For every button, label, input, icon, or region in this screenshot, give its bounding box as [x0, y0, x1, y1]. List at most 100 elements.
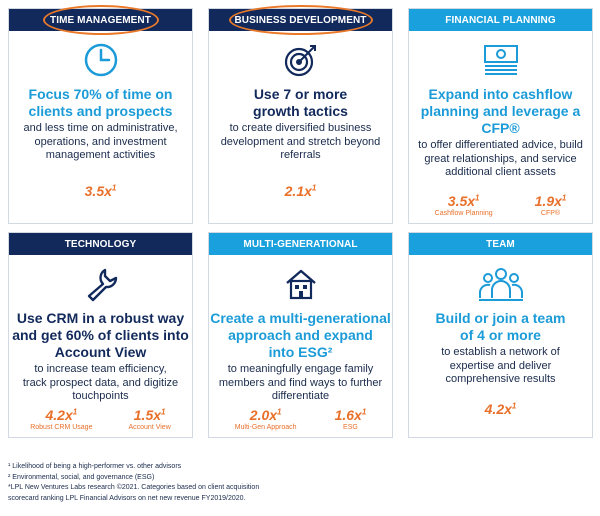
body-line: development and stretch beyond [220, 135, 381, 148]
card-headline: Expand into cashflow planning and levera… [409, 86, 592, 137]
metrics: 4.2x1 Robust CRM Usage 1.5x1 Account Vie… [9, 407, 192, 431]
footnote: scorecard ranking LPL Financial Advisors… [8, 494, 246, 502]
card-technology: TECHNOLOGY Use CRM in a robust way and g… [8, 232, 193, 438]
body-line: and less time on administrative, [23, 122, 178, 134]
card-multi-generational: MULTI-GENERATIONAL Create a multi-genera… [208, 232, 393, 438]
headline-line: Create a multi-generational [210, 310, 391, 326]
card-body: and less time on administrative, operati… [9, 122, 192, 163]
headline-line: of 4 or more [460, 327, 541, 343]
card-header: TIME MANAGEMENT [9, 9, 192, 31]
metric-value: 4.2x1 [45, 407, 78, 423]
card-header-label: FINANCIAL PLANNING [445, 14, 556, 26]
footnote: ¹ Likelihood of being a high-performer v… [8, 463, 182, 470]
card-headline: Create a multi-generational approach and… [209, 310, 392, 361]
body-line: to meaningfully engage family [227, 363, 374, 375]
card-body: to establish a network of expertise and … [409, 346, 592, 387]
body-line: additional client assets [445, 166, 556, 178]
wrench-icon [9, 262, 192, 306]
metric: 4.2x1 Robust CRM Usage [30, 407, 92, 431]
metric-value: 4.2x1 [484, 401, 517, 417]
metric: 2.0x1 Multi-Gen Approach [235, 407, 297, 431]
metric-label: ESG [343, 424, 358, 431]
card-headline: Focus 70% of time on clients and prospec… [9, 86, 192, 120]
footnote: *LPL New Ventures Labs research ©2021. C… [8, 484, 260, 491]
card-header-label: TEAM [486, 238, 515, 250]
headline-line: and get 60% of clients into [12, 327, 189, 343]
headline-line: Expand into cashflow [428, 86, 573, 102]
headline-line: approach and expand [228, 327, 373, 343]
metric-label: CFP® [540, 210, 561, 217]
card-headline: Use 7 or more growth tactics [209, 86, 392, 120]
body-line: touchpoints [72, 390, 129, 402]
metric-label: Robust CRM Usage [30, 424, 93, 431]
card-body: to create diversified business developme… [209, 122, 392, 163]
body-line: to create diversified business [229, 122, 372, 134]
metric-label: Cashflow Planning [434, 210, 493, 217]
house-icon [209, 262, 392, 306]
card-header-label: MULTI-GENERATIONAL [243, 238, 358, 250]
headline-line: Build or join a team [435, 310, 566, 326]
people-icon [409, 262, 592, 306]
card-header-label: TECHNOLOGY [64, 238, 137, 250]
body-line: expertise and deliver [449, 359, 552, 372]
headline-line: Use CRM in a robust way [16, 310, 185, 326]
metric-value: 2.1x1 [284, 183, 317, 199]
card-body: to increase team efficiency, track prosp… [9, 363, 192, 404]
footnotes: ¹ Likelihood of being a high-performer v… [8, 462, 588, 504]
clock-icon [9, 38, 192, 82]
card-headline: Build or join a team of 4 or more [409, 310, 592, 344]
metric-value: 1.5x1 [133, 407, 166, 423]
card-body: to offer differentiated advice, build gr… [409, 139, 592, 180]
headline-line: Use 7 or more [253, 86, 348, 102]
card-business-development: BUSINESS DEVELOPMENT Use 7 or more growt… [208, 8, 393, 224]
headline-line: Account View [54, 344, 147, 360]
metric: 1.5x1 Account View [128, 407, 170, 431]
body-line: track prospect data, and digitize [22, 376, 179, 389]
card-header: TEAM [409, 233, 592, 255]
body-line: operations, and investment [34, 135, 167, 148]
metric: 3.5x1 [85, 183, 117, 199]
metrics: 2.0x1 Multi-Gen Approach 1.6x1 ESG [209, 407, 392, 431]
card-team: TEAM Build or join a team of 4 or more t… [408, 232, 593, 438]
card-header-label: TIME MANAGEMENT [50, 14, 151, 26]
card-body: to meaningfully engage family members an… [209, 363, 392, 404]
headline-line: Focus 70% of time on [28, 86, 173, 102]
card-header: FINANCIAL PLANNING [409, 9, 592, 31]
body-line: referrals [280, 149, 321, 161]
metrics: 4.2x1 [409, 401, 592, 417]
metrics: 2.1x1 [209, 183, 392, 199]
body-line: members and find ways to further [218, 376, 383, 389]
metric-value: 2.0x1 [249, 407, 282, 423]
metric: 3.5x1 Cashflow Planning [435, 193, 493, 217]
metric: 1.6x1 ESG [335, 407, 367, 431]
body-line: comprehensive results [445, 373, 556, 385]
card-headline: Use CRM in a robust way and get 60% of c… [9, 310, 192, 361]
cash-icon [409, 38, 592, 82]
card-financial-planning: FINANCIAL PLANNING Expand into cashflow … [408, 8, 593, 224]
metric: 1.9x1 CFP® [535, 193, 567, 217]
body-line: to increase team efficiency, [34, 363, 167, 375]
metric-value: 1.9x1 [534, 193, 567, 209]
metric-value: 3.5x1 [447, 193, 480, 209]
card-header-label: BUSINESS DEVELOPMENT [234, 14, 367, 26]
metric: 2.1x1 [285, 183, 317, 199]
body-line: differentiate [271, 390, 330, 402]
headline-line: planning and leverage a CFP® [420, 103, 581, 136]
headline-line: into ESG² [268, 344, 333, 360]
card-header: MULTI-GENERATIONAL [209, 233, 392, 255]
target-icon [209, 38, 392, 82]
headline-line: growth tactics [253, 103, 348, 119]
card-header: TECHNOLOGY [9, 233, 192, 255]
metric: 4.2x1 [485, 401, 517, 417]
body-line: to offer differentiated advice, build [418, 139, 583, 151]
metric-label: Multi-Gen Approach [234, 424, 297, 431]
metrics: 3.5x1 Cashflow Planning 1.9x1 CFP® [409, 193, 592, 217]
footnote: ² Environmental, social, and governance … [8, 473, 155, 481]
metric-label: Account View [128, 424, 171, 431]
metric-value: 3.5x1 [84, 183, 117, 199]
metric-value: 1.6x1 [334, 407, 367, 423]
metrics: 3.5x1 [9, 183, 192, 199]
body-line: great relationships, and service [424, 152, 577, 165]
headline-line: clients and prospects [28, 103, 173, 119]
body-line: to establish a network of [441, 346, 560, 358]
